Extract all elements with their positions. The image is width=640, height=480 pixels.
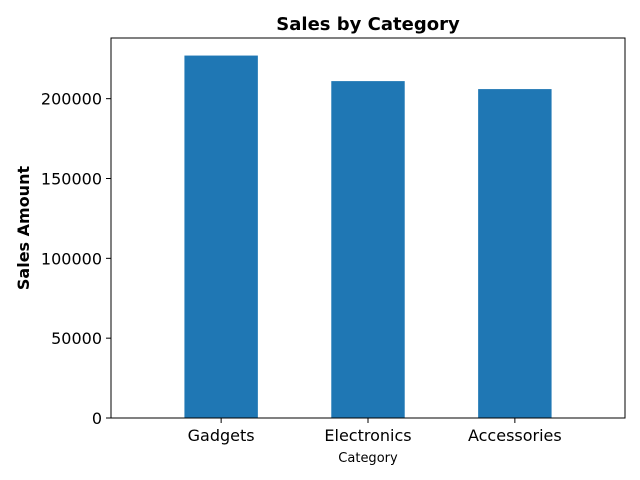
x-tick-label: Gadgets — [188, 426, 255, 445]
bar-gadgets — [184, 55, 258, 419]
plot-area: 0 50000 100000 150000 200000 Gadgets Electron… — [41, 37, 626, 445]
bar-accessories — [478, 89, 552, 418]
bar-electronics — [331, 81, 405, 418]
y-axis-ticks: 0 50000 100000 150000 200000 — [41, 90, 111, 428]
y-tick-label: 50000 — [51, 329, 102, 348]
y-tick-label: 0 — [92, 409, 102, 428]
chart-title: Sales by Category — [276, 14, 460, 35]
bars-group — [184, 55, 552, 419]
x-tick-label: Accessories — [468, 426, 562, 445]
y-tick-label: 200000 — [41, 90, 102, 109]
x-axis-ticks: Gadgets Electronics Accessories — [188, 418, 562, 445]
x-axis-label: Category — [338, 451, 398, 466]
y-tick-label: 150000 — [41, 170, 102, 189]
y-axis-label: Sales Amount — [14, 166, 33, 291]
x-tick-label: Electronics — [324, 426, 411, 445]
y-tick-label: 100000 — [41, 249, 102, 268]
